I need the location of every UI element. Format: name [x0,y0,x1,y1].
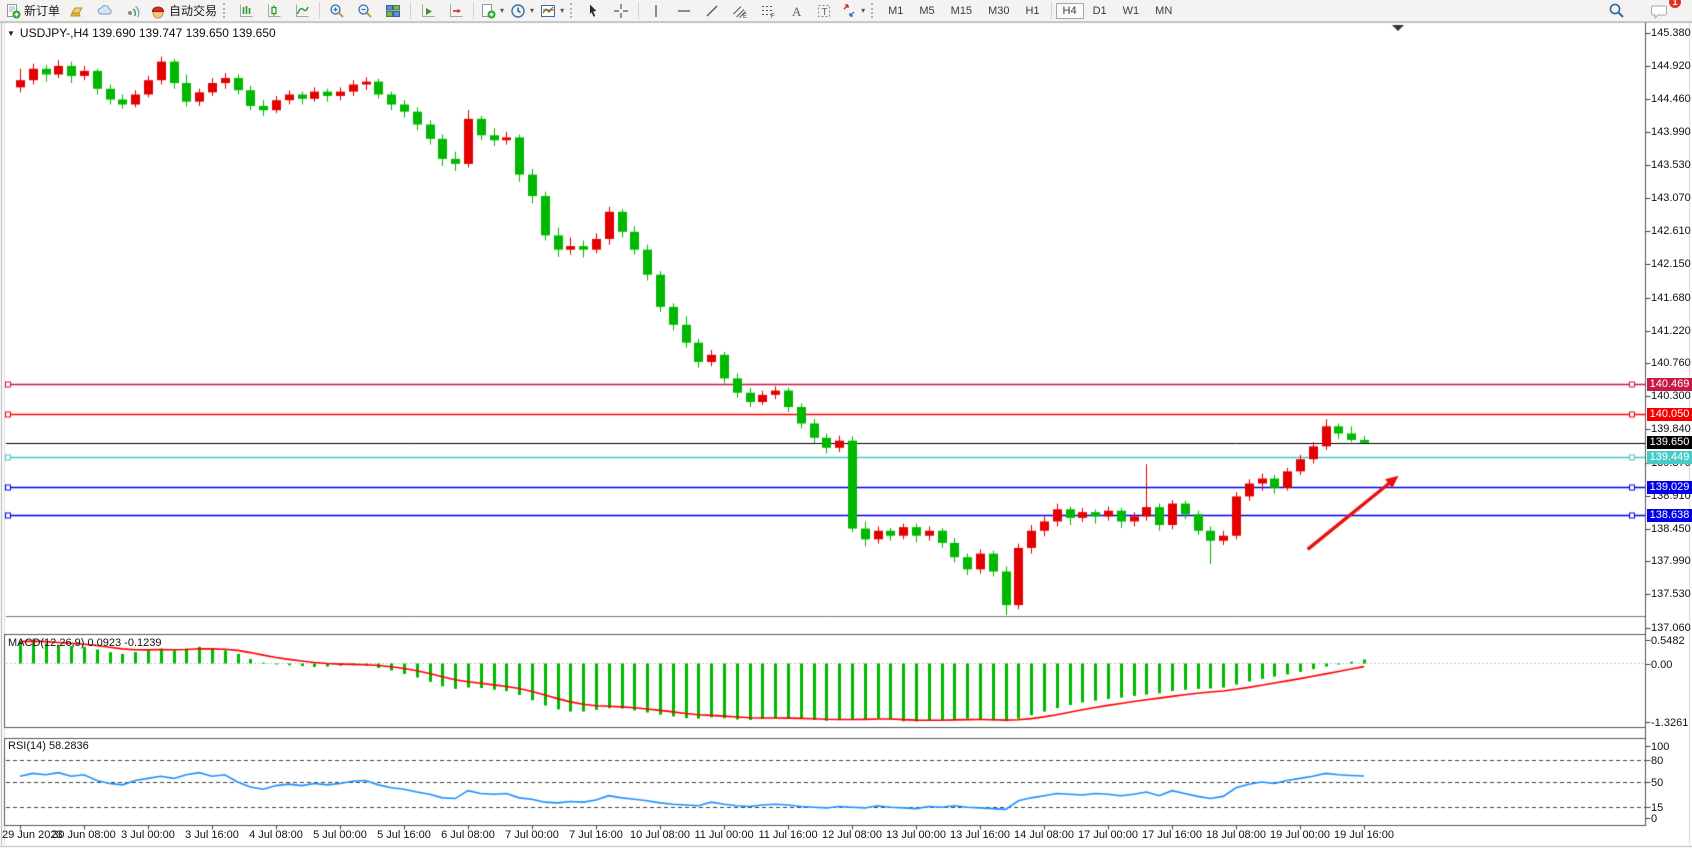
svg-text:F: F [771,14,775,19]
crosshair-icon [614,3,629,18]
community-button[interactable] [91,1,119,21]
arrows-caret: ▾ [861,6,866,15]
chart-title-text: USDJPY-,H4 139.690 139.747 139.650 139.6… [19,26,276,40]
autotrading-hat-icon [152,6,165,18]
timeframe-button-h1[interactable]: H1 [1025,4,1040,17]
toolbar-separator [410,2,412,19]
timeframe-button-m15[interactable]: M15 [950,4,973,17]
new-order-label: 新订单 [24,4,61,18]
market-gold-icon [70,7,83,16]
equidistant-channel-button[interactable]: E [726,1,754,21]
timeframe-button-m5[interactable]: M5 [919,4,935,17]
autotrading-label: 自动交易 [169,4,218,18]
autotrading-button[interactable]: 自动交易 [147,1,220,21]
cursor-icon [590,4,597,17]
toolbar-separator [1050,2,1052,19]
new-chart-button[interactable]: ▾ [477,1,507,21]
fibonacci-button[interactable]: F [754,1,782,21]
chart-title: ▼ USDJPY-,H4 139.690 139.747 139.650 139… [7,26,276,40]
indicators-icon [541,4,556,17]
vertical-line-icon [655,4,657,17]
cursor-button[interactable] [579,1,607,21]
periods-caret: ▾ [530,6,535,15]
indicators-caret: ▾ [560,6,565,15]
svg-text:T: T [822,7,828,18]
timeframe-button-mn[interactable]: MN [1155,4,1173,17]
arrows-icon [843,3,855,17]
market-button[interactable] [63,1,91,21]
signals-icon [128,5,140,17]
text-label-icon: T [818,4,831,18]
arrows-button[interactable]: ▾ [838,1,868,21]
crosshair-button[interactable] [607,1,635,21]
trendline-icon [706,5,718,16]
cloud-icon [97,4,112,14]
horizontal-line-button[interactable] [670,1,698,21]
new-chart-icon [482,3,496,18]
toolbar-grip[interactable] [871,3,876,18]
fibonacci-icon: F [762,5,775,19]
toolbar-grip[interactable] [570,3,575,18]
timeframe-group: M1 M5 M15 M30 H1 H4 D1 W1 MN [880,2,1180,19]
zoom-in-icon [330,3,344,18]
trendline-button[interactable] [698,1,726,21]
svg-text:A: A [792,4,802,19]
vertical-line-button[interactable] [642,1,670,21]
bar-chart-icon [240,4,253,17]
zoom-out-icon [358,3,372,18]
toolbar-separator [473,2,475,19]
notifications-button[interactable]: 1 [1646,0,1681,21]
candlestick-chart-button[interactable] [260,1,288,21]
line-chart-button[interactable] [288,1,316,21]
equidistant-channel-icon: E [733,5,747,19]
clock-icon [511,3,525,18]
toolbar: 新订单 自动交易 ▾ ▾ [0,0,1692,22]
new-order-button[interactable]: 新订单 [2,1,63,21]
tile-windows-icon [386,4,401,17]
zoom-out-button[interactable] [351,1,379,21]
notification-bubble-icon [1651,5,1667,19]
chart-symbol-dropdown-icon[interactable]: ▼ [7,28,15,38]
timeframe-button-d1[interactable]: D1 [1092,4,1107,17]
bar-chart-button[interactable] [232,1,260,21]
candlestick-chart-icon [268,4,281,17]
text-label-button[interactable]: T [810,1,838,21]
search-button[interactable] [1602,1,1630,21]
auto-scroll-button[interactable] [414,1,442,21]
line-chart-icon [296,4,309,17]
tile-windows-button[interactable] [379,1,407,21]
svg-text:E: E [743,14,747,19]
timeframe-button-w1[interactable]: W1 [1122,4,1140,17]
new-chart-caret: ▾ [500,6,505,15]
chart-shift-button[interactable] [442,1,470,21]
new-order-icon [7,3,21,18]
toolbar-right: 1 [1602,0,1681,21]
timeframe-button-m30[interactable]: M30 [988,4,1010,17]
signals-button[interactable] [119,1,147,21]
text-icon: A [792,4,802,19]
text-button[interactable]: A [782,1,810,21]
periods-button[interactable]: ▾ [507,1,537,21]
toolbar-grip[interactable] [223,3,228,18]
horizontal-line-icon [678,9,691,12]
search-icon [1609,3,1624,18]
chart-shift-icon [450,4,463,17]
timeframe-button-m1[interactable]: M1 [888,4,904,17]
auto-scroll-icon [422,4,435,17]
zoom-in-button[interactable] [323,1,351,21]
timeframe-button-h4[interactable]: H4 [1055,2,1084,19]
toolbar-separator [638,2,640,19]
toolbar-separator [319,2,321,19]
indicators-button[interactable]: ▾ [537,1,567,21]
notification-badge: 1 [1669,0,1681,8]
